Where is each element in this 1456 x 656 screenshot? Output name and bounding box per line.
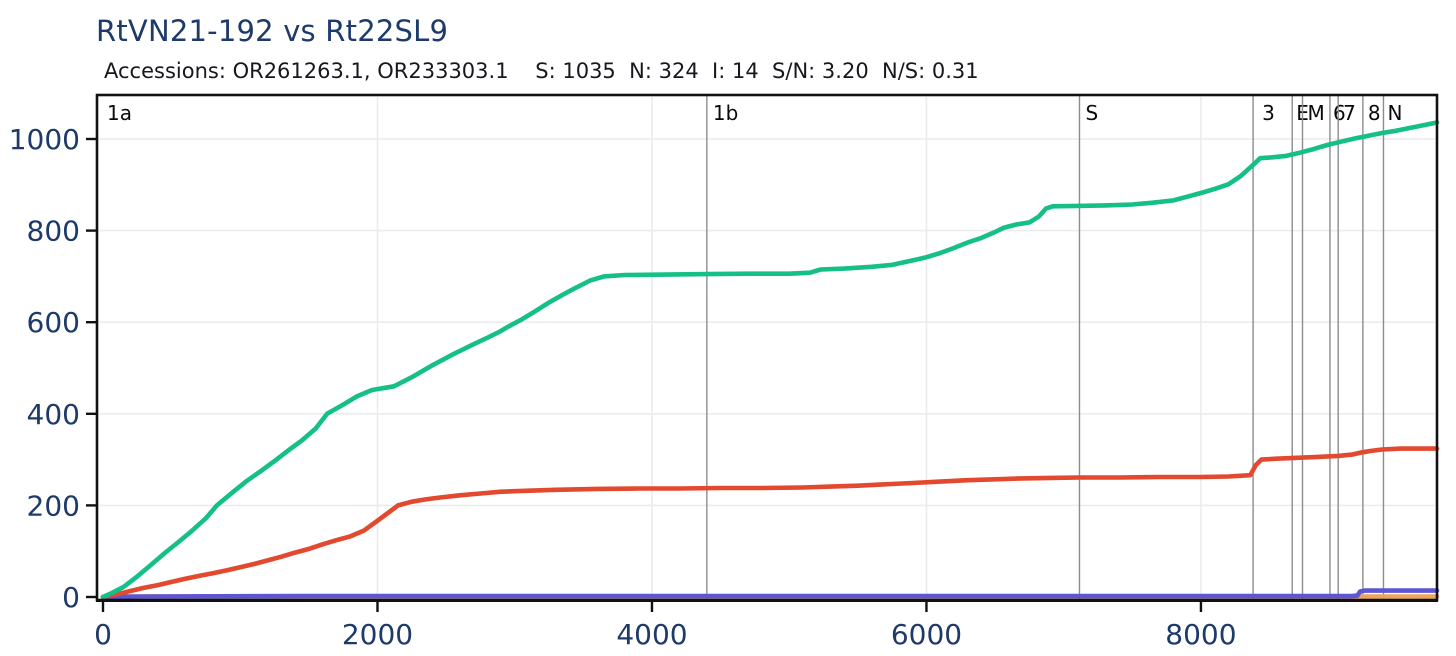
series-line-N xyxy=(100,446,1440,600)
gene-label-S: S xyxy=(1085,101,1098,125)
x-tick-label: 6000 xyxy=(891,618,962,651)
gene-label-6: 6 xyxy=(1333,101,1346,125)
y-tick-label: 400 xyxy=(27,398,80,431)
series-line-I xyxy=(100,588,1440,600)
gene-label-1b: 1b xyxy=(713,101,738,125)
x-tick-label: 4000 xyxy=(616,618,687,651)
x-tick-label: 0 xyxy=(94,618,112,651)
series-line-S xyxy=(100,120,1440,600)
y-tick-label: 1000 xyxy=(9,123,80,156)
y-tick-label: 600 xyxy=(27,306,80,339)
gene-label-3: 3 xyxy=(1262,101,1275,125)
plot-border xyxy=(95,93,1439,602)
gene-label-7: 7 xyxy=(1343,101,1356,125)
gene-label-M: M xyxy=(1308,101,1325,125)
gene-label-8: 8 xyxy=(1368,101,1381,125)
y-tick-label: 200 xyxy=(27,489,80,522)
chart-subtitle: Accessions: OR261263.1, OR233303.1 S: 10… xyxy=(104,59,979,83)
gene-label-N: N xyxy=(1387,101,1402,125)
x-tick-label: 2000 xyxy=(342,618,413,651)
y-tick-label: 800 xyxy=(27,215,80,248)
chart-title: RtVN21-192 vs Rt22SL9 xyxy=(96,14,449,48)
gene-label-1a: 1a xyxy=(107,101,132,125)
y-tick-label: 0 xyxy=(62,581,80,614)
x-tick-label: 8000 xyxy=(1165,618,1236,651)
